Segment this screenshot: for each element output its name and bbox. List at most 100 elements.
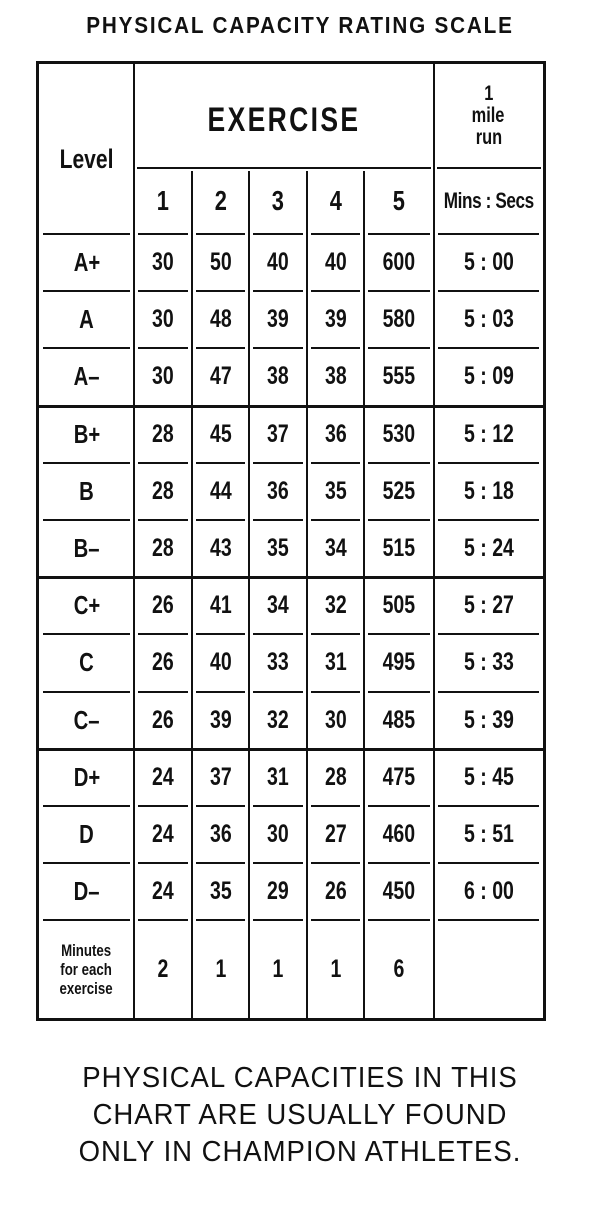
row-divider [196,233,245,235]
row-level: C [39,634,134,691]
row-value: 36 [249,463,307,520]
row-value: 27 [307,806,364,863]
exercise-number-header: 4 [307,167,364,234]
row-value-text: 525 [382,476,416,505]
exercise-number-header-text: 5 [392,184,406,216]
row-divider [311,290,360,292]
row-level: B+ [39,406,134,463]
row-value: 600 [364,234,434,291]
row-divider [138,805,188,807]
row-value-text: 40 [324,248,347,277]
row-divider [253,233,303,235]
row-value: 36 [192,806,249,863]
run-header-line: 1 [483,81,494,105]
row-divider [438,805,539,807]
exercise-number-header: 1 [134,167,192,234]
row-value-text: 36 [209,820,232,849]
row-divider [368,462,430,464]
row-value-text: 45 [209,419,232,448]
minutes-value: 6 [364,920,434,1018]
row-value-text: 38 [267,362,289,391]
row-divider [368,805,430,807]
row-value-text: 26 [152,648,174,677]
minutes-label-line: Minutes [61,940,112,960]
row-level: D+ [39,749,134,806]
row-level-text: D– [73,876,100,907]
exercise-number-header: 2 [192,167,249,234]
row-value: 30 [134,348,192,405]
run-header-line: mile [472,103,505,127]
row-value-text: 38 [324,362,347,391]
row-value-text: 35 [267,534,289,563]
row-run-time-text: 5 : 03 [463,305,514,334]
row-value-text: 30 [152,248,174,277]
row-value: 32 [249,692,307,749]
row-run-time-text: 5 : 27 [463,591,514,620]
row-divider [253,691,303,693]
row-divider [311,805,360,807]
row-divider [138,290,188,292]
group-divider [39,576,543,579]
row-level-text: A– [73,361,100,392]
row-divider [311,862,360,864]
exercise-number-header-text: 2 [214,184,227,216]
run-header-line: run [475,125,502,149]
row-run-time: 5 : 00 [434,234,543,291]
row-value-text: 28 [152,419,174,448]
row-value-text: 460 [382,820,416,849]
run-header: 1 mile run [434,64,543,167]
row-value: 530 [364,406,434,463]
row-value: 35 [249,520,307,577]
row-divider [196,805,245,807]
row-value: 40 [249,234,307,291]
row-value: 30 [249,806,307,863]
row-level-text: D [79,819,94,850]
divider [433,64,435,1018]
divider [248,171,250,1018]
row-divider [253,633,303,635]
row-divider [196,519,245,521]
minutes-value: 2 [134,920,192,1018]
row-value-text: 30 [324,705,347,734]
row-value-text: 36 [324,419,347,448]
row-value: 32 [307,577,364,634]
row-run-time: 5 : 27 [434,577,543,634]
exercise-number-header-text: 3 [271,184,285,216]
row-run-time-text: 5 : 45 [463,762,514,791]
row-run-time-text: 5 : 24 [463,534,514,563]
row-divider [138,519,188,521]
row-value: 47 [192,348,249,405]
row-divider [196,290,245,292]
row-run-time-text: 6 : 00 [463,877,514,906]
row-value: 28 [134,463,192,520]
row-value: 41 [192,577,249,634]
row-run-time: 5 : 18 [434,463,543,520]
row-divider [43,691,130,693]
row-value-text: 39 [324,305,347,334]
row-run-time-text: 5 : 12 [463,419,514,448]
row-value-text: 29 [267,877,289,906]
row-value-text: 24 [152,820,174,849]
row-value: 50 [192,234,249,291]
row-value-text: 27 [324,820,347,849]
group-divider [39,748,543,751]
row-run-time: 5 : 12 [434,406,543,463]
row-value-text: 24 [152,762,174,791]
row-value: 43 [192,520,249,577]
row-value: 30 [134,234,192,291]
row-divider [43,290,130,292]
row-value: 40 [307,234,364,291]
row-value-text: 30 [267,820,289,849]
row-value-text: 31 [324,648,347,677]
minutes-label: Minutes for each exercise [39,920,134,1018]
row-divider [43,233,130,235]
row-divider [138,633,188,635]
row-level-text: A+ [73,247,100,278]
row-value: 24 [134,749,192,806]
row-divider [438,233,539,235]
row-divider [253,862,303,864]
row-value: 37 [192,749,249,806]
row-value: 39 [192,692,249,749]
row-value-text: 495 [382,648,416,677]
row-divider [138,919,188,921]
